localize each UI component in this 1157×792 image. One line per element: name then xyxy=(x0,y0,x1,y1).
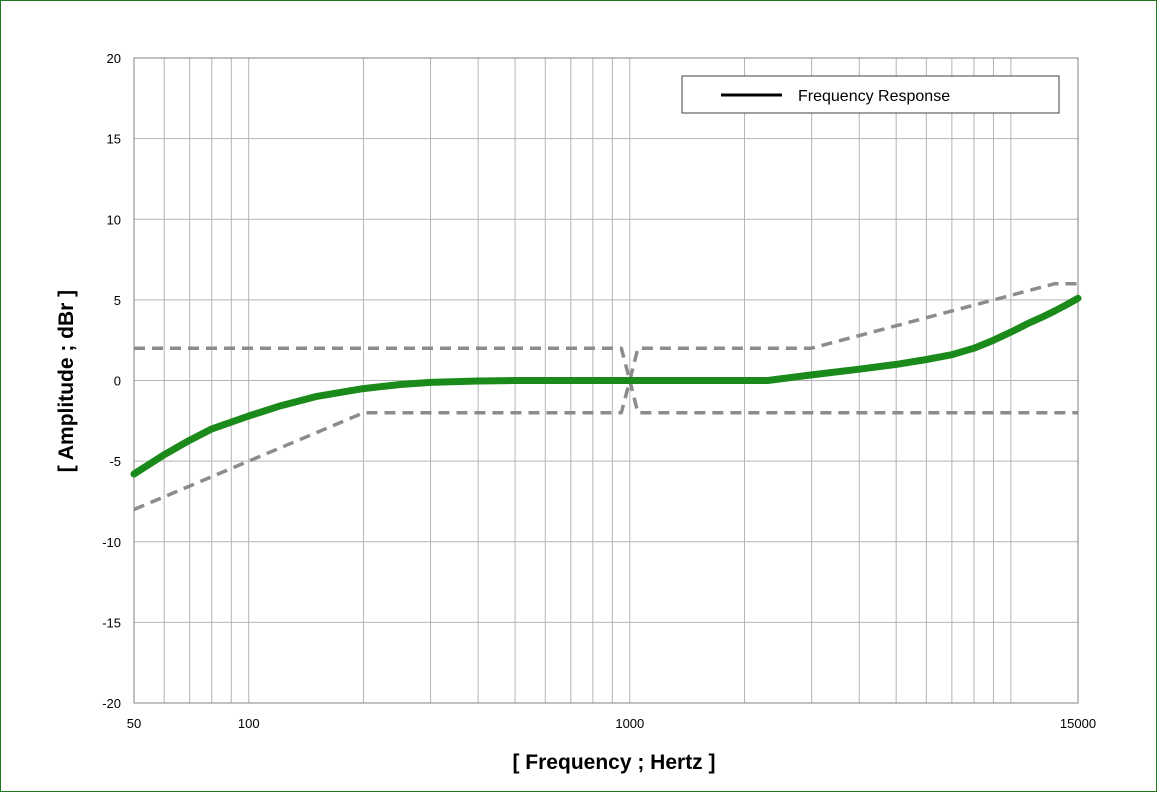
y-tick-label: 15 xyxy=(107,132,121,147)
y-tick-label: 20 xyxy=(107,51,121,66)
y-tick-label: 10 xyxy=(107,212,121,227)
legend: Frequency Response xyxy=(681,75,1060,114)
frequency-response-line xyxy=(130,294,1082,478)
y-tick-label: 0 xyxy=(114,374,121,389)
x-tick-label: 50 xyxy=(127,716,141,731)
x-axis-title: [ Frequency ; Hertz ] xyxy=(512,751,715,774)
x-tick-label: 100 xyxy=(238,716,260,731)
y-tick-labels: 20 15 10 5 0 -5 -10 -15 -20 xyxy=(102,51,121,711)
y-tick-label: -20 xyxy=(102,696,121,711)
x-tick-label: 1000 xyxy=(615,716,644,731)
y-tick-label: -15 xyxy=(102,615,121,630)
x-tick-label: 15000 xyxy=(1060,716,1096,731)
y-tick-label: -5 xyxy=(109,454,121,469)
x-tick-labels: 50 100 1000 15000 xyxy=(127,716,1096,731)
tolerance-limit-line xyxy=(133,378,1078,512)
plot-border xyxy=(133,57,1079,704)
y-tick-label: -10 xyxy=(102,535,121,550)
y-axis-title: [ Amplitude ; dBr ] xyxy=(55,290,78,472)
tolerance-limit-line xyxy=(134,282,1078,383)
series-lines xyxy=(130,282,1082,512)
y-tick-label: 5 xyxy=(114,293,121,308)
legend-entry-label: Frequency Response xyxy=(798,88,950,105)
